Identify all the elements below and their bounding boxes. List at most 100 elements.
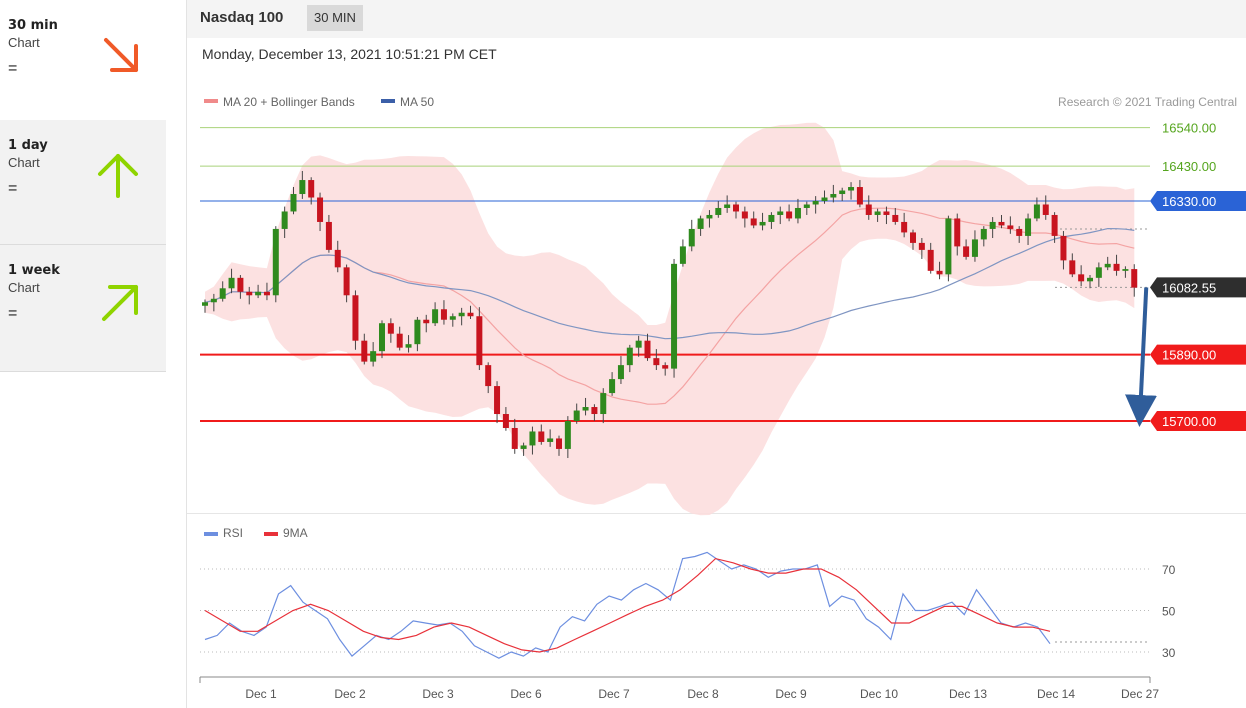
candle-body bbox=[379, 323, 385, 352]
candle bbox=[210, 293, 217, 312]
candle-body bbox=[317, 197, 324, 222]
candle bbox=[352, 290, 359, 350]
candle bbox=[865, 195, 872, 220]
legend-swatch bbox=[381, 99, 395, 103]
rsi-tick-label: 30 bbox=[1162, 646, 1176, 660]
candle-body bbox=[1042, 204, 1049, 215]
candle bbox=[883, 206, 890, 225]
candle bbox=[1078, 265, 1085, 287]
candle-body bbox=[467, 312, 474, 317]
candle bbox=[299, 170, 306, 199]
timeframe-item-1week[interactable]: 1 week Chart = bbox=[0, 245, 166, 372]
candle bbox=[741, 206, 748, 228]
candle bbox=[1095, 262, 1102, 287]
candle bbox=[485, 362, 492, 394]
timeframe-sidebar: 30 min Chart = 1 day Chart = 1 week Char… bbox=[0, 0, 166, 372]
candle bbox=[910, 229, 916, 250]
candle-body bbox=[635, 340, 642, 348]
candle-body bbox=[343, 267, 350, 296]
candle-body bbox=[724, 204, 731, 208]
candle bbox=[556, 435, 562, 456]
candle-body bbox=[564, 421, 571, 449]
candle-body bbox=[556, 438, 562, 449]
chart-header: Nasdaq 100 30 MIN bbox=[187, 0, 1246, 38]
chart-datetime: Monday, December 13, 2021 10:51:21 PM CE… bbox=[202, 46, 497, 62]
candle-body bbox=[210, 298, 217, 303]
candle bbox=[697, 215, 704, 236]
arrow-down-right-icon bbox=[104, 38, 138, 72]
candle-body bbox=[591, 407, 598, 415]
candle-body bbox=[440, 309, 447, 320]
chart-credit: Research © 2021 Trading Central bbox=[1058, 95, 1237, 109]
candle-body bbox=[980, 228, 987, 240]
sidebar-divider bbox=[186, 0, 187, 708]
candle-body bbox=[1007, 225, 1014, 229]
candle-body bbox=[228, 277, 235, 289]
x-axis-label: Dec 6 bbox=[510, 687, 542, 701]
candle-body bbox=[396, 333, 403, 348]
x-axis-label: Dec 10 bbox=[860, 687, 898, 701]
candle bbox=[653, 349, 660, 371]
x-axis-label: Dec 9 bbox=[775, 687, 807, 701]
candle-body bbox=[821, 197, 828, 201]
candle bbox=[1042, 195, 1049, 220]
candle-body bbox=[963, 246, 970, 257]
candle-body bbox=[927, 249, 934, 271]
candle-body bbox=[485, 365, 492, 387]
candle bbox=[733, 201, 739, 219]
candle bbox=[688, 219, 695, 252]
level-label: 15700.00 bbox=[1162, 414, 1216, 429]
candle-body bbox=[458, 312, 465, 317]
candle bbox=[263, 282, 270, 301]
candle bbox=[706, 210, 713, 228]
candle bbox=[246, 286, 253, 305]
candle-body bbox=[1095, 267, 1102, 278]
level-label: 16330.00 bbox=[1162, 194, 1216, 209]
candle bbox=[830, 184, 837, 203]
candle-body bbox=[945, 218, 952, 275]
candle bbox=[803, 201, 810, 215]
candle bbox=[387, 318, 394, 343]
candle-body bbox=[1069, 260, 1076, 275]
candle bbox=[786, 204, 793, 222]
timeframe-item-1day[interactable]: 1 day Chart = bbox=[0, 120, 166, 245]
candle bbox=[1087, 275, 1093, 289]
candle bbox=[520, 442, 527, 456]
x-axis-label: Dec 8 bbox=[687, 687, 719, 701]
x-axis-label: Dec 2 bbox=[334, 687, 366, 701]
rsi-tick-label: 70 bbox=[1162, 563, 1176, 577]
candle-body bbox=[954, 218, 961, 247]
candle-body bbox=[998, 221, 1005, 226]
candle bbox=[954, 213, 961, 256]
candle-body bbox=[1016, 228, 1023, 236]
level-tag-support: 15890.00 bbox=[1150, 344, 1246, 365]
candle-body bbox=[600, 393, 607, 415]
candle-body bbox=[768, 214, 775, 222]
candle bbox=[821, 190, 828, 204]
candle-body bbox=[1131, 269, 1138, 288]
candle bbox=[679, 239, 686, 267]
candle-body bbox=[414, 319, 421, 345]
candle bbox=[662, 362, 669, 376]
candle bbox=[980, 226, 987, 247]
candle-body bbox=[1078, 274, 1085, 282]
candle bbox=[582, 397, 589, 416]
candle-body bbox=[617, 365, 624, 380]
candle bbox=[635, 335, 642, 357]
candle bbox=[237, 275, 244, 299]
rsi-tick-label: 50 bbox=[1162, 605, 1176, 619]
candle bbox=[617, 356, 624, 384]
candle bbox=[272, 226, 279, 303]
candle-body bbox=[1033, 204, 1040, 219]
timeframe-item-30min[interactable]: 30 min Chart = bbox=[0, 0, 166, 124]
timeframe-badge[interactable]: 30 MIN bbox=[307, 5, 363, 31]
candle-body bbox=[255, 291, 262, 296]
level-label: 16430.00 bbox=[1162, 159, 1216, 174]
candle-body bbox=[662, 365, 669, 369]
candle bbox=[768, 212, 775, 229]
timeframe-equal: = bbox=[8, 180, 18, 197]
candle bbox=[1122, 266, 1129, 278]
candle-body bbox=[609, 379, 616, 394]
candle-body bbox=[697, 218, 704, 229]
level-label: 15890.00 bbox=[1162, 348, 1216, 363]
